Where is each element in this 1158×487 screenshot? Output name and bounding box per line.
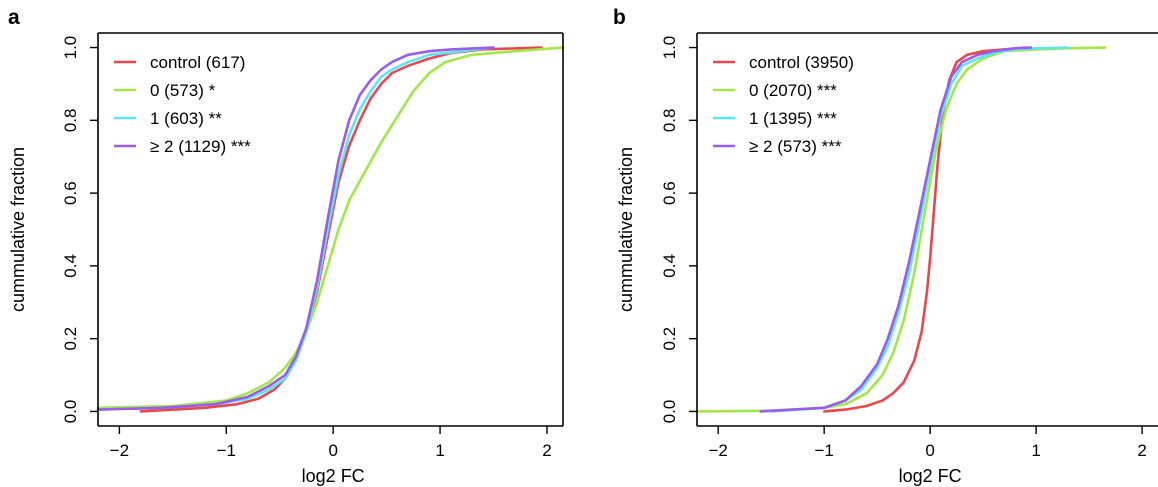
y-tick-label: 1.0 — [61, 36, 80, 60]
y-tick-label: 0.4 — [61, 254, 80, 278]
x-axis-label: log2 FC — [302, 466, 365, 486]
x-axis-label: log2 FC — [899, 466, 962, 486]
series-line-zero — [96, 46, 565, 410]
y-axis-label: cummulative fraction — [8, 147, 28, 312]
legend-label: 0 (2070) *** — [749, 81, 837, 100]
panel-label: b — [613, 6, 626, 29]
y-tick-label: 0.6 — [61, 181, 80, 205]
y-tick-label: 0.0 — [660, 400, 679, 424]
x-tick-label: −2 — [110, 441, 129, 460]
panel-label: a — [8, 6, 20, 29]
x-tick-label: 1 — [1031, 441, 1040, 460]
x-tick-label: 0 — [328, 441, 337, 460]
chart-panel-a: a −2 −1 0 1 2 0.0 0.2 0.4 0.6 0.8 1.0 log2 FC cummula… — [8, 6, 565, 486]
x-tick-label: 2 — [1137, 441, 1146, 460]
x-tick-label: 2 — [542, 441, 551, 460]
legend-label: 0 (573) * — [150, 81, 216, 100]
series-line-control — [822, 46, 1027, 413]
y-tick-label: 0.4 — [660, 254, 679, 278]
x-tick-label: 1 — [435, 441, 444, 460]
y-tick-label: 0.2 — [660, 327, 679, 351]
series-line-zero — [695, 46, 1107, 413]
x-tick-label: −2 — [709, 441, 728, 460]
x-tick-label: 0 — [925, 441, 934, 460]
series-line-one — [96, 46, 495, 411]
legend: control (3950) 0 (2070) *** 1 (1395) *** ≥ … — [713, 53, 854, 156]
legend-label: 1 (603) ** — [150, 109, 222, 128]
series-line-two_plus — [96, 46, 495, 411]
legend-label: 1 (1395) *** — [749, 109, 837, 128]
x-tick-label: −1 — [217, 441, 236, 460]
y-tick-label: 0.8 — [660, 109, 679, 133]
legend-label: control (617) — [150, 53, 245, 72]
y-tick-label: 0.2 — [61, 327, 80, 351]
legend: control (617) 0 (573) * 1 (603) ** ≥ 2 (112… — [114, 53, 251, 156]
y-axis-label: cummulative fraction — [616, 147, 636, 312]
chart-panel-b: b −2 −1 0 1 2 0.0 0.2 0.4 0.6 0.8 1.0 log2 FC cummula… — [613, 6, 1158, 486]
y-tick-label: 0.8 — [61, 109, 80, 133]
legend-label: control (3950) — [749, 53, 854, 72]
series-line-control — [139, 46, 543, 413]
series-line-two_plus — [759, 46, 1033, 413]
y-tick-label: 0.6 — [660, 181, 679, 205]
legend-label: ≥ 2 (1129) *** — [150, 137, 251, 156]
y-tick-label: 1.0 — [660, 36, 679, 60]
series-line-one — [769, 46, 1070, 413]
x-tick-label: −1 — [814, 441, 833, 460]
legend-label: ≥ 2 (573) *** — [749, 137, 842, 156]
y-tick-label: 0.0 — [61, 400, 80, 424]
